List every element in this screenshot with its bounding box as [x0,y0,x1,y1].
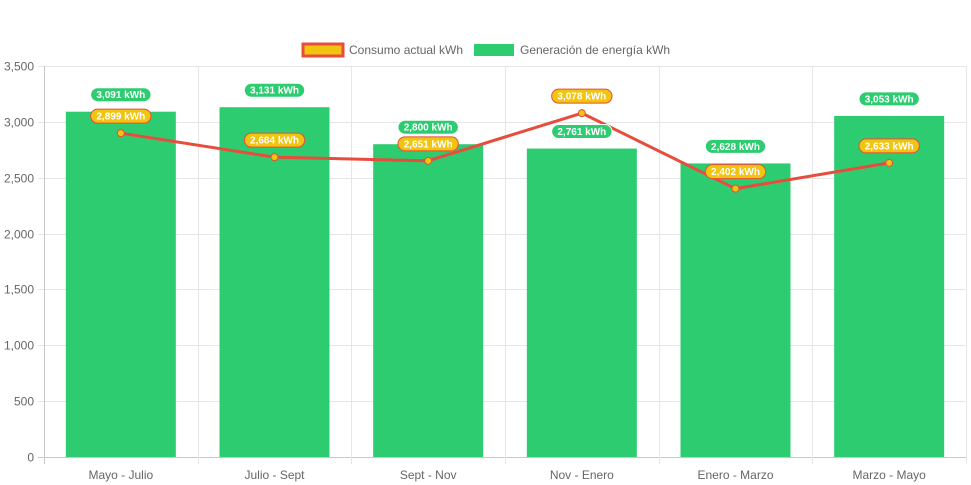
y-tick-label: 1,500 [4,283,34,297]
bar-value-label-bg [90,87,152,103]
line-value-label: 2,402 kWh [711,167,760,178]
line-point[interactable] [731,184,740,193]
line-point[interactable] [885,158,894,167]
bar[interactable] [680,163,791,457]
bar-value-label-bg [551,124,613,140]
line-value-label-bg [551,88,613,104]
legend-label-consumo[interactable]: Consumo actual kWh [349,43,463,57]
bar-value-label: 2,800 kWh [404,123,453,134]
bar-value-label: 2,761 kWh [557,127,606,138]
y-tick-label: 0 [27,451,34,465]
legend[interactable]: Consumo actual kWh Generación de energía … [301,42,670,58]
bar-value-label: 2,628 kWh [711,142,760,153]
line-value-label-bg [704,164,767,180]
x-tick-label: Julio - Sept [244,468,305,482]
line-value-label: 2,633 kWh [865,141,914,152]
line-value-label: 2,651 kWh [404,139,453,150]
line-value-label: 2,684 kWh [250,136,299,147]
legend-swatch-generacion[interactable] [474,44,514,56]
line-value-label-bg [397,136,459,152]
legend-label-generacion[interactable]: Generación de energía kWh [520,43,670,57]
line-point[interactable] [116,129,125,138]
axes: 0 500 1,000 1,500 2,000 2,500 3,000 3,500 Mayo -… [4,60,926,483]
bar[interactable] [65,111,176,458]
bar-value-label: 3,131 kWh [250,86,299,97]
y-tick-label: 3,500 [4,60,34,74]
line-point[interactable] [424,156,433,165]
data-labels: 3,091 kWh 3,131 kWh 2,800 kWh 2,761 kWh 2,62… [90,82,920,180]
line-series [116,109,894,193]
line-value-label: 2,899 kWh [96,112,145,123]
y-tick-label: 2,000 [4,228,34,242]
bar[interactable] [834,115,945,458]
bar-value-label-bg [397,119,459,135]
x-tick-label: Enero - Marzo [697,468,773,482]
x-tick-label: Sept - Nov [400,468,457,482]
line-value-label-bg [90,108,152,124]
legend-swatch-consumo[interactable] [301,42,345,58]
bar-value-label: 3,053 kWh [865,94,914,105]
bar-series [65,107,945,458]
x-tick-label: Marzo - Mayo [852,468,926,482]
bar-value-label-bg [243,82,306,98]
bar-value-label-bg [704,138,767,154]
bar-value-label: 3,091 kWh [96,90,145,101]
bar[interactable] [526,148,637,457]
line-value-label-bg [243,132,306,148]
bar[interactable] [373,144,484,457]
line-value-label-bg [858,138,920,154]
line-point[interactable] [577,109,586,118]
line-point[interactable] [270,153,279,162]
y-tick-label: 3,000 [4,116,34,130]
y-tick-label: 1,000 [4,339,34,353]
y-tick-label: 2,500 [4,172,34,186]
line-path [120,111,890,191]
bar-value-label-bg [858,91,920,107]
line-value-label: 3,078 kWh [557,92,606,103]
grid-lines [38,66,967,464]
bar[interactable] [219,107,330,458]
x-tick-label: Mayo - Julio [88,468,153,482]
x-tick-label: Nov - Enero [550,468,614,482]
y-tick-label: 500 [14,395,34,409]
